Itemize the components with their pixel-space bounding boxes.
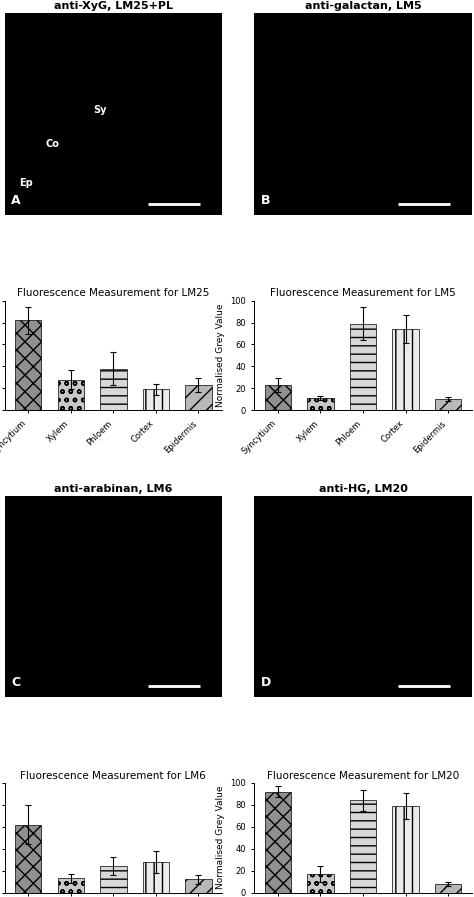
Bar (435, 884, 461, 893)
Bar (350, 324, 376, 410)
Bar (15, 824, 41, 893)
Title: anti-HG, LM20: anti-HG, LM20 (319, 483, 408, 493)
Bar (100, 867, 127, 893)
Bar (264, 385, 291, 410)
Bar (57, 379, 84, 410)
Text: C: C (11, 676, 20, 689)
Bar (307, 874, 334, 893)
Bar (264, 792, 291, 893)
Title: Fluorescence Measurement for LM6: Fluorescence Measurement for LM6 (20, 771, 206, 780)
Title: anti-XyG, LM25+PL: anti-XyG, LM25+PL (54, 1, 173, 12)
Title: anti-arabinan, LM6: anti-arabinan, LM6 (54, 483, 173, 493)
Title: Fluorescence Measurement for LM20: Fluorescence Measurement for LM20 (267, 771, 459, 780)
Bar (143, 862, 169, 893)
Text: D: D (261, 676, 271, 689)
Bar (100, 369, 127, 410)
Bar (185, 385, 212, 410)
Bar (350, 800, 376, 893)
Title: Fluorescence Measurement for LM25: Fluorescence Measurement for LM25 (17, 289, 210, 299)
Y-axis label: Normalised Grey Value: Normalised Grey Value (216, 786, 225, 890)
Bar (307, 398, 334, 410)
Y-axis label: Normalised Grey Value: Normalised Grey Value (216, 304, 225, 407)
Title: Fluorescence Measurement for LM5: Fluorescence Measurement for LM5 (270, 289, 456, 299)
Bar (15, 320, 41, 410)
Bar (392, 806, 419, 893)
Bar (57, 878, 84, 893)
Text: Sy: Sy (93, 105, 107, 115)
Text: A: A (11, 194, 21, 207)
Title: anti-galactan, LM5: anti-galactan, LM5 (305, 1, 421, 12)
Bar (143, 389, 169, 410)
Text: Ep: Ep (19, 178, 33, 187)
Bar (185, 879, 212, 893)
Text: B: B (261, 194, 271, 207)
Text: Co: Co (46, 140, 59, 150)
Bar (392, 329, 419, 410)
Bar (435, 399, 461, 410)
